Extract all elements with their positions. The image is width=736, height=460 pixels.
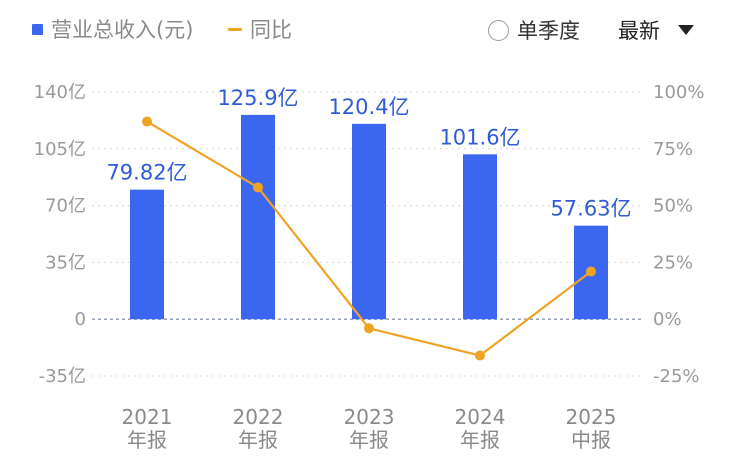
sort-dropdown[interactable]: 最新: [618, 14, 694, 46]
x-axis-tick-label: 2023: [344, 405, 395, 429]
yoy-point: [475, 350, 485, 361]
x-axis-tick-label: 2024: [455, 405, 506, 429]
single-quarter-toggle[interactable]: 单季度: [488, 14, 580, 46]
revenue-bar: [463, 154, 497, 320]
x-axis-tick-sublabel: 年报: [460, 428, 500, 452]
radio-icon[interactable]: [488, 19, 509, 41]
right-axis-tick-label: 0%: [653, 309, 682, 330]
right-axis-tick-label: 50%: [653, 196, 693, 217]
right-axis-tick-label: 100%: [653, 82, 704, 103]
bar-data-label: 125.9亿: [217, 86, 298, 110]
x-axis-tick-sublabel: 年报: [238, 428, 278, 452]
chart-header: 营业总收入(元) 同比 单季度 最新: [0, 0, 736, 58]
sort-dropdown-label: 最新: [618, 19, 660, 43]
caret-down-icon: [678, 25, 694, 35]
bar-data-label: 101.6亿: [439, 125, 520, 149]
left-axis-tick-label: 105亿: [34, 139, 86, 160]
legend-revenue: 营业总收入(元): [32, 14, 193, 44]
legend-yoy: 同比: [228, 14, 292, 44]
left-axis-tick-label: 140亿: [34, 82, 86, 103]
left-axis-tick-label: 70亿: [45, 196, 86, 217]
right-axis-tick-label: 75%: [653, 139, 693, 160]
left-axis-tick-label: 0: [75, 309, 86, 330]
legend-yoy-label: 同比: [250, 18, 292, 42]
x-axis-tick-label: 2021: [122, 405, 173, 429]
right-axis-tick-label: -25%: [653, 366, 700, 387]
bar-data-label: 57.63亿: [550, 197, 631, 221]
x-axis-tick-label: 2025: [566, 405, 617, 429]
legend-yoy-swatch: [228, 27, 242, 31]
right-axis-tick-label: 25%: [653, 252, 693, 273]
left-axis-tick-label: -35亿: [39, 366, 86, 387]
bar-data-label: 79.82亿: [106, 161, 187, 185]
legend-revenue-swatch: [32, 23, 43, 35]
yoy-point: [253, 182, 263, 193]
yoy-point: [364, 323, 374, 334]
single-quarter-label: 单季度: [517, 19, 580, 43]
revenue-bar: [352, 123, 386, 320]
x-axis-tick-label: 2022: [233, 405, 284, 429]
left-axis-tick-label: 35亿: [45, 252, 86, 273]
yoy-point: [142, 116, 152, 127]
bar-data-label: 120.4亿: [328, 95, 409, 119]
x-axis-tick-sublabel: 中报: [571, 428, 611, 452]
x-axis-tick-sublabel: 年报: [349, 428, 389, 452]
revenue-bar: [130, 189, 164, 320]
yoy-point: [586, 266, 596, 277]
x-axis-tick-sublabel: 年报: [127, 428, 167, 452]
legend-revenue-label: 营业总收入(元): [51, 18, 194, 42]
revenue-bar: [241, 114, 275, 320]
